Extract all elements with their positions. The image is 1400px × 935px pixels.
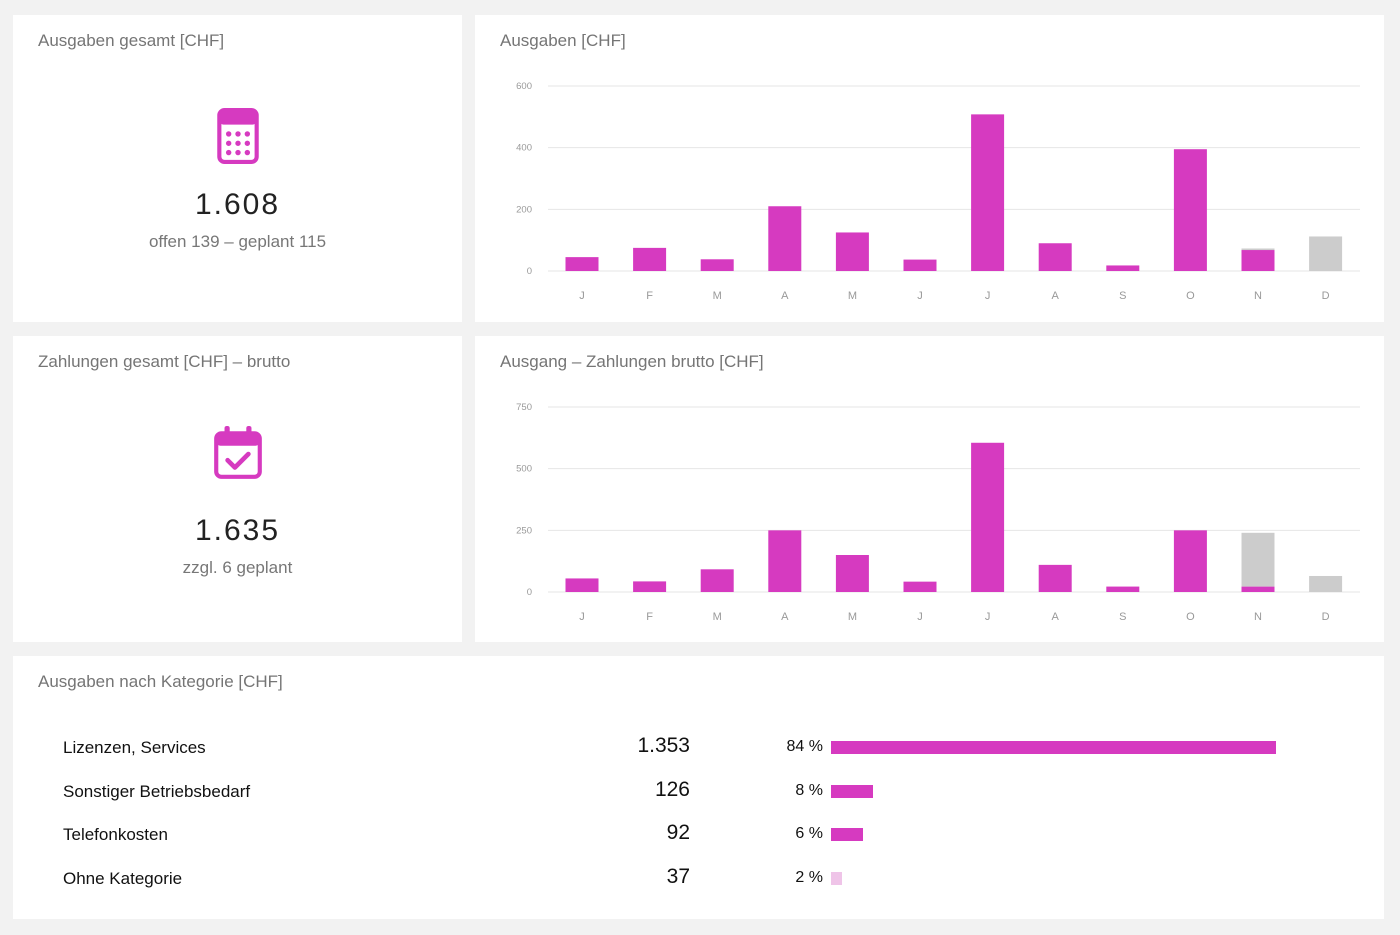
x-tick-label: J (917, 290, 923, 302)
category-share-bar (831, 828, 863, 841)
total-expenses-title: Ausgaben gesamt [CHF] (38, 31, 225, 50)
x-tick-label: M (713, 290, 722, 302)
bar-gebucht (633, 247, 667, 271)
total-payments-value: 1.635 (194, 514, 281, 547)
bar-gebucht (903, 259, 937, 271)
x-tick-label: J (917, 611, 923, 623)
bar-bezahlt (1038, 564, 1072, 592)
x-tick-label: M (848, 290, 857, 302)
category-breakdown-title: Ausgaben nach Kategorie [CHF] (38, 672, 283, 691)
category-percent: 6 % (795, 825, 823, 842)
category-amount: 92 (666, 821, 690, 844)
expenses-chart-title: Ausgaben [CHF] (500, 31, 626, 50)
category-amount: 1.353 (637, 734, 690, 757)
category-label: Sonstiger Betriebsbedarf (63, 782, 251, 801)
y-tick-label: 200 (516, 204, 532, 215)
bar-bezahlt (903, 581, 937, 592)
bar-gebucht (971, 114, 1005, 271)
x-tick-label: A (1052, 611, 1060, 623)
total-expenses-subtitle: offen 139 – geplant 115 (148, 232, 327, 251)
bar-geplant (1241, 532, 1275, 587)
y-tick-label: 250 (516, 525, 532, 536)
total-expenses-value: 1.608 (194, 188, 281, 221)
x-tick-label: F (646, 290, 653, 302)
x-tick-label: J (985, 290, 991, 302)
bar-gebucht (565, 257, 599, 271)
x-tick-label: D (1322, 290, 1330, 302)
calendar-check-icon (214, 426, 262, 479)
bar-bezahlt (1106, 586, 1140, 592)
category-row: Ohne Kategorie 37 2 % (13, 865, 1384, 895)
expenses-chart-card: Ausgaben [CHF] 0 200 400 600 J F M A M J J A S O N D (475, 15, 1384, 322)
total-expenses-card: Ausgaben gesamt [CHF] 1.608 offen 139 – … (13, 15, 462, 322)
x-tick-label: J (579, 290, 585, 302)
y-tick-label: 0 (527, 266, 532, 277)
bar-gebucht (1038, 243, 1072, 271)
category-label: Lizenzen, Services (63, 738, 206, 757)
bar-gebucht (1106, 265, 1140, 271)
bar-bezahlt (971, 442, 1005, 592)
y-tick-label: 600 (516, 81, 532, 92)
bar-gebucht (835, 232, 869, 271)
x-tick-label: J (985, 611, 991, 623)
x-tick-label: A (781, 290, 789, 302)
bar-bezahlt (700, 569, 734, 592)
y-tick-label: 400 (516, 143, 532, 154)
category-share-bar (831, 741, 1276, 754)
x-tick-label: D (1322, 611, 1330, 623)
expenses-bar-chart: 0 200 400 600 J F M A M J J A S O N D (516, 81, 1360, 302)
y-tick-label: 500 (516, 464, 532, 475)
category-amount: 126 (654, 778, 690, 801)
category-breakdown-card: Ausgaben nach Kategorie [CHF] Lizenzen, … (13, 656, 1384, 919)
category-label: Ohne Kategorie (63, 869, 183, 888)
payments-chart-card: Ausgang – Zahlungen brutto [CHF] 0 250 500… (475, 336, 1384, 642)
category-label: Telefonkosten (63, 825, 168, 844)
calculator-icon (217, 108, 259, 164)
category-percent: 84 % (786, 738, 823, 755)
x-tick-label: M (713, 611, 722, 623)
bar-gebucht (1241, 250, 1275, 271)
x-tick-label: F (646, 611, 653, 623)
category-amount: 37 (666, 865, 690, 888)
bar-gebucht (1173, 149, 1207, 271)
x-tick-label: S (1119, 611, 1126, 623)
x-tick-label: O (1186, 611, 1195, 623)
bar-geplant (1241, 248, 1275, 251)
bar-bezahlt (565, 578, 599, 592)
x-tick-label: O (1186, 290, 1195, 302)
bar-geplant (1309, 575, 1343, 592)
y-tick-label: 0 (527, 587, 532, 598)
payments-bar-chart: 0 250 500 750 J F M A M J J A S O N D (516, 402, 1360, 623)
bar-geplant (1309, 236, 1343, 271)
x-tick-label: A (781, 611, 789, 623)
category-share-bar (831, 872, 842, 885)
category-share-bar (831, 785, 873, 798)
bar-bezahlt (633, 581, 667, 592)
category-percent: 8 % (795, 782, 823, 799)
bar-bezahlt (768, 530, 802, 592)
x-tick-label: N (1254, 611, 1262, 623)
total-payments-title: Zahlungen gesamt [CHF] – brutto (38, 352, 291, 371)
payments-chart-title: Ausgang – Zahlungen brutto [CHF] (500, 352, 764, 371)
x-tick-label: S (1119, 290, 1126, 302)
category-row: Sonstiger Betriebsbedarf 126 8 % (13, 778, 1384, 808)
bar-bezahlt (835, 555, 869, 592)
bar-bezahlt (1173, 530, 1207, 592)
x-tick-label: J (579, 611, 585, 623)
bar-gebucht (700, 259, 734, 271)
x-tick-label: A (1052, 290, 1060, 302)
category-row: Lizenzen, Services 1.353 84 % (13, 734, 1384, 764)
category-percent: 2 % (795, 869, 823, 886)
x-tick-label: M (848, 611, 857, 623)
bar-bezahlt (1241, 586, 1275, 592)
bar-gebucht (768, 206, 802, 271)
y-tick-label: 750 (516, 402, 532, 413)
total-payments-card: Zahlungen gesamt [CHF] – brutto 1.635 zz… (13, 336, 462, 642)
x-tick-label: N (1254, 290, 1262, 302)
category-row: Telefonkosten 92 6 % (13, 821, 1384, 851)
total-payments-subtitle: zzgl. 6 geplant (182, 558, 293, 577)
